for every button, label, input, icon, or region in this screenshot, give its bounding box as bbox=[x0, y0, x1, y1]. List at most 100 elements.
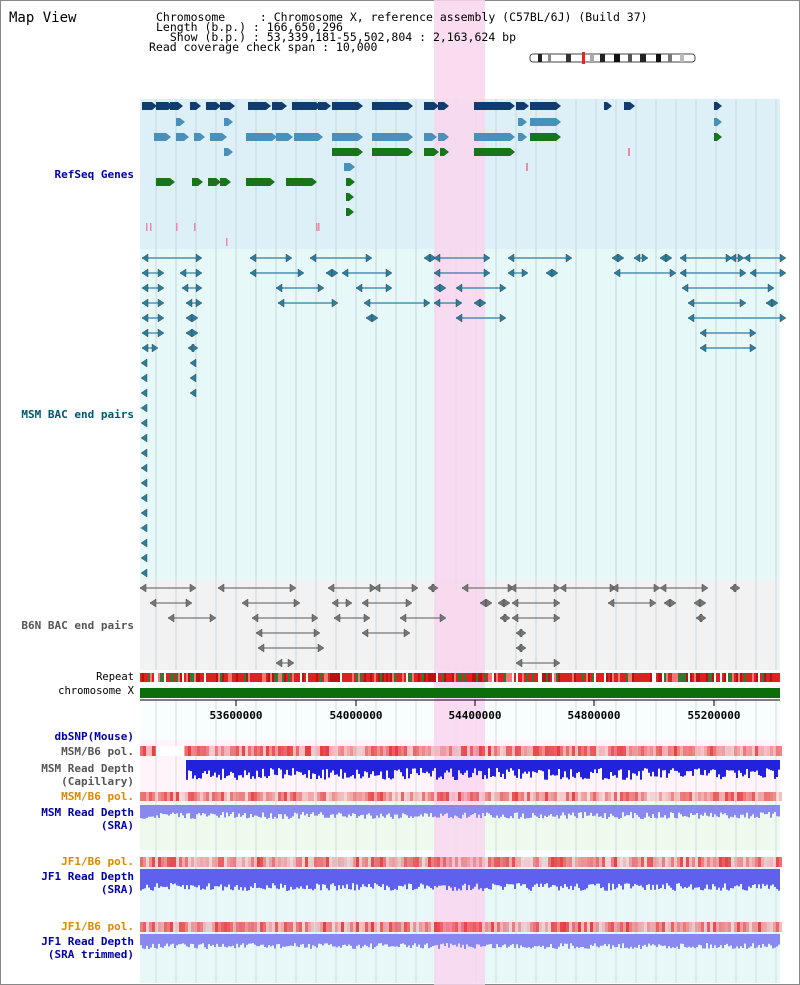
jf1-read-depth-trimmed-label[interactable]: JF1 Read Depth (SRA trimmed) bbox=[41, 935, 134, 961]
read-depth-bar bbox=[582, 805, 584, 819]
polymorphism-cell bbox=[542, 922, 545, 932]
polymorphism-cell bbox=[194, 857, 197, 867]
read-depth-bar bbox=[728, 760, 730, 771]
read-depth-bar bbox=[324, 760, 326, 780]
read-depth-bar bbox=[528, 760, 530, 772]
read-depth-bar bbox=[292, 869, 294, 890]
polymorphism-cell bbox=[776, 857, 779, 867]
polymorphism-cell bbox=[530, 792, 533, 801]
msm-read-depth-sra-label[interactable]: MSM Read Depth (SRA) bbox=[41, 806, 134, 832]
msm-bac-pair bbox=[195, 283, 203, 293]
refseq-gene bbox=[624, 102, 630, 110]
read-depth-bar bbox=[276, 760, 278, 776]
ideogram bbox=[529, 53, 696, 63]
repeat-segment bbox=[766, 673, 768, 682]
read-depth-bar bbox=[558, 805, 560, 819]
dbsnp-label[interactable]: dbSNP(Mouse) bbox=[54, 730, 134, 743]
repeat-segment bbox=[402, 673, 404, 682]
jf1-b6-pol-sra-label[interactable]: JF1/B6 pol. bbox=[61, 855, 134, 868]
polymorphism-cell bbox=[440, 922, 443, 932]
read-depth-bar bbox=[712, 934, 714, 949]
msm-read-depth-capillary-label[interactable]: MSM Read Depth (Capillary) bbox=[41, 762, 134, 788]
msm-bac-pair bbox=[141, 283, 149, 293]
read-depth-bar bbox=[410, 934, 412, 948]
polymorphism-cell bbox=[278, 792, 281, 801]
polymorphism-cell bbox=[557, 857, 560, 867]
read-depth-bar bbox=[524, 869, 526, 885]
b6n-bac-pair bbox=[411, 583, 419, 593]
repeat-segment bbox=[628, 673, 630, 682]
read-depth-bar bbox=[528, 869, 530, 890]
polymorphism-cell bbox=[605, 746, 608, 756]
repeat-segment bbox=[712, 673, 714, 682]
read-depth-bar bbox=[606, 934, 608, 947]
read-depth-bar bbox=[486, 934, 488, 945]
polymorphism-cell bbox=[347, 746, 350, 756]
read-depth-bar bbox=[362, 934, 364, 947]
read-depth-bar bbox=[728, 869, 730, 891]
msm-b6-pol-capillary-label[interactable]: MSM/B6 pol. bbox=[61, 745, 134, 758]
read-depth-bar bbox=[746, 805, 748, 813]
read-depth-bar bbox=[748, 760, 750, 779]
polymorphism-cell bbox=[503, 792, 506, 801]
polymorphism-cell bbox=[350, 857, 353, 867]
polymorphism-cell bbox=[713, 857, 716, 867]
read-depth-bar bbox=[584, 869, 586, 890]
repeat-segment bbox=[144, 673, 146, 682]
read-depth-bar bbox=[188, 934, 190, 948]
repeat-segment bbox=[448, 673, 450, 682]
msm-bac-end bbox=[140, 418, 148, 428]
polymorphism-cell bbox=[215, 746, 218, 756]
refseq-gene bbox=[228, 118, 233, 126]
read-depth-bar bbox=[530, 760, 532, 778]
axis-tick: 53600000 bbox=[209, 709, 263, 722]
polymorphism-cell bbox=[191, 792, 194, 801]
refseq-genes-label[interactable]: RefSeq Genes bbox=[54, 168, 134, 181]
msm-bac-label[interactable]: MSM BAC end pairs bbox=[21, 408, 134, 421]
polymorphism-cell bbox=[647, 857, 650, 867]
repeat-segment bbox=[638, 673, 640, 682]
read-depth-bar bbox=[648, 869, 650, 885]
msm-bac-pair bbox=[331, 298, 339, 308]
read-depth-bar bbox=[478, 934, 480, 945]
read-depth-bar bbox=[508, 934, 510, 947]
polymorphism-cell bbox=[659, 857, 662, 867]
polymorphism-cell bbox=[425, 746, 428, 756]
refseq-gene bbox=[510, 102, 515, 110]
msm-b6-pol-sra-label[interactable]: MSM/B6 pol. bbox=[61, 790, 134, 803]
read-depth-bar bbox=[468, 869, 470, 886]
refseq-gene bbox=[440, 148, 444, 156]
b6n-bac-pair bbox=[275, 658, 283, 668]
length-info: Length (b.p.) : 166,650,296 bbox=[156, 20, 343, 34]
read-depth-bar bbox=[224, 805, 226, 818]
b6n-bac-label[interactable]: B6N BAC end pairs bbox=[21, 619, 134, 632]
jf1-read-depth-sra-label[interactable]: JF1 Read Depth (SRA) bbox=[41, 870, 134, 896]
read-depth-bar bbox=[614, 934, 616, 948]
msm-bac-end bbox=[189, 373, 197, 383]
read-depth-bar bbox=[224, 760, 226, 779]
polymorphism-cell bbox=[224, 922, 227, 932]
repeat-segment bbox=[494, 673, 496, 682]
jf1-b6-pol-trimmed-label[interactable]: JF1/B6 pol. bbox=[61, 920, 134, 933]
polymorphism-cell bbox=[299, 792, 302, 801]
read-depth-bar bbox=[352, 760, 354, 776]
read-depth-bar bbox=[268, 934, 270, 946]
polymorphism-cell bbox=[395, 746, 398, 756]
read-depth-bar bbox=[594, 760, 596, 770]
polymorphism-cell bbox=[518, 922, 521, 932]
read-depth-bar bbox=[418, 869, 420, 887]
msm-bac-pair bbox=[743, 253, 751, 263]
read-depth-bar bbox=[430, 805, 432, 814]
read-depth-bar bbox=[158, 934, 160, 944]
polymorphism-cell bbox=[146, 922, 149, 932]
read-depth-bar bbox=[436, 760, 438, 780]
msm-bac-pair bbox=[433, 268, 441, 278]
repeat-segment bbox=[316, 673, 318, 682]
read-depth-bar bbox=[664, 934, 666, 946]
read-depth-bar bbox=[276, 934, 278, 945]
polymorphism-cell bbox=[680, 922, 683, 932]
read-depth-bar bbox=[726, 869, 728, 890]
read-depth-bar bbox=[432, 869, 434, 890]
read-depth-bar bbox=[720, 760, 722, 780]
